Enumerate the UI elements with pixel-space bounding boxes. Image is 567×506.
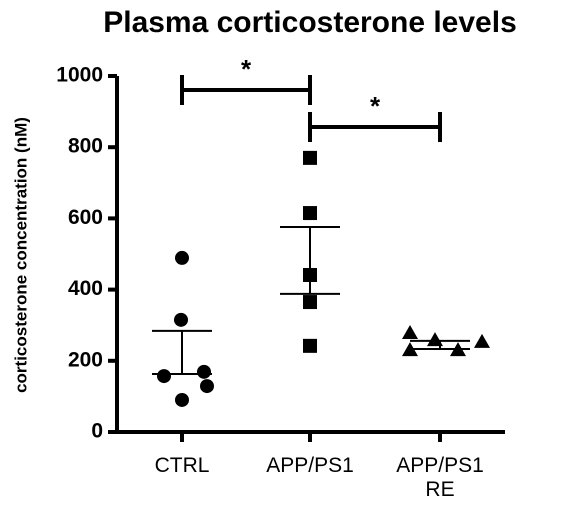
point [303,206,317,221]
point [197,364,211,379]
point [200,379,214,394]
y-tick-label: 800 [68,135,103,158]
point [303,338,317,353]
x-tick-label: APP/PS1 RE [396,454,484,501]
point [303,150,317,165]
point [303,268,317,283]
point [303,295,317,310]
x-tick-label: APP/PS1 [266,454,354,477]
y-axis-label: corticosterone concentration (nM) [11,117,30,393]
point [175,250,189,265]
sig-label: * [370,91,381,121]
point [427,332,443,347]
y-tick-label: 1000 [56,64,103,87]
point [450,342,466,357]
y-tick-label: 600 [68,206,103,229]
chart-title: Plasma corticosterone levels [103,6,517,39]
y-tick-label: 400 [68,277,103,300]
x-tick-label: CTRL [154,454,210,477]
y-tick-label: 0 [91,420,103,443]
point [157,369,171,384]
sig-label: * [241,54,252,84]
point [474,333,490,348]
y-tick-label: 200 [68,348,103,371]
point [175,392,189,407]
point [402,342,418,357]
point [174,312,188,327]
point [402,325,418,340]
